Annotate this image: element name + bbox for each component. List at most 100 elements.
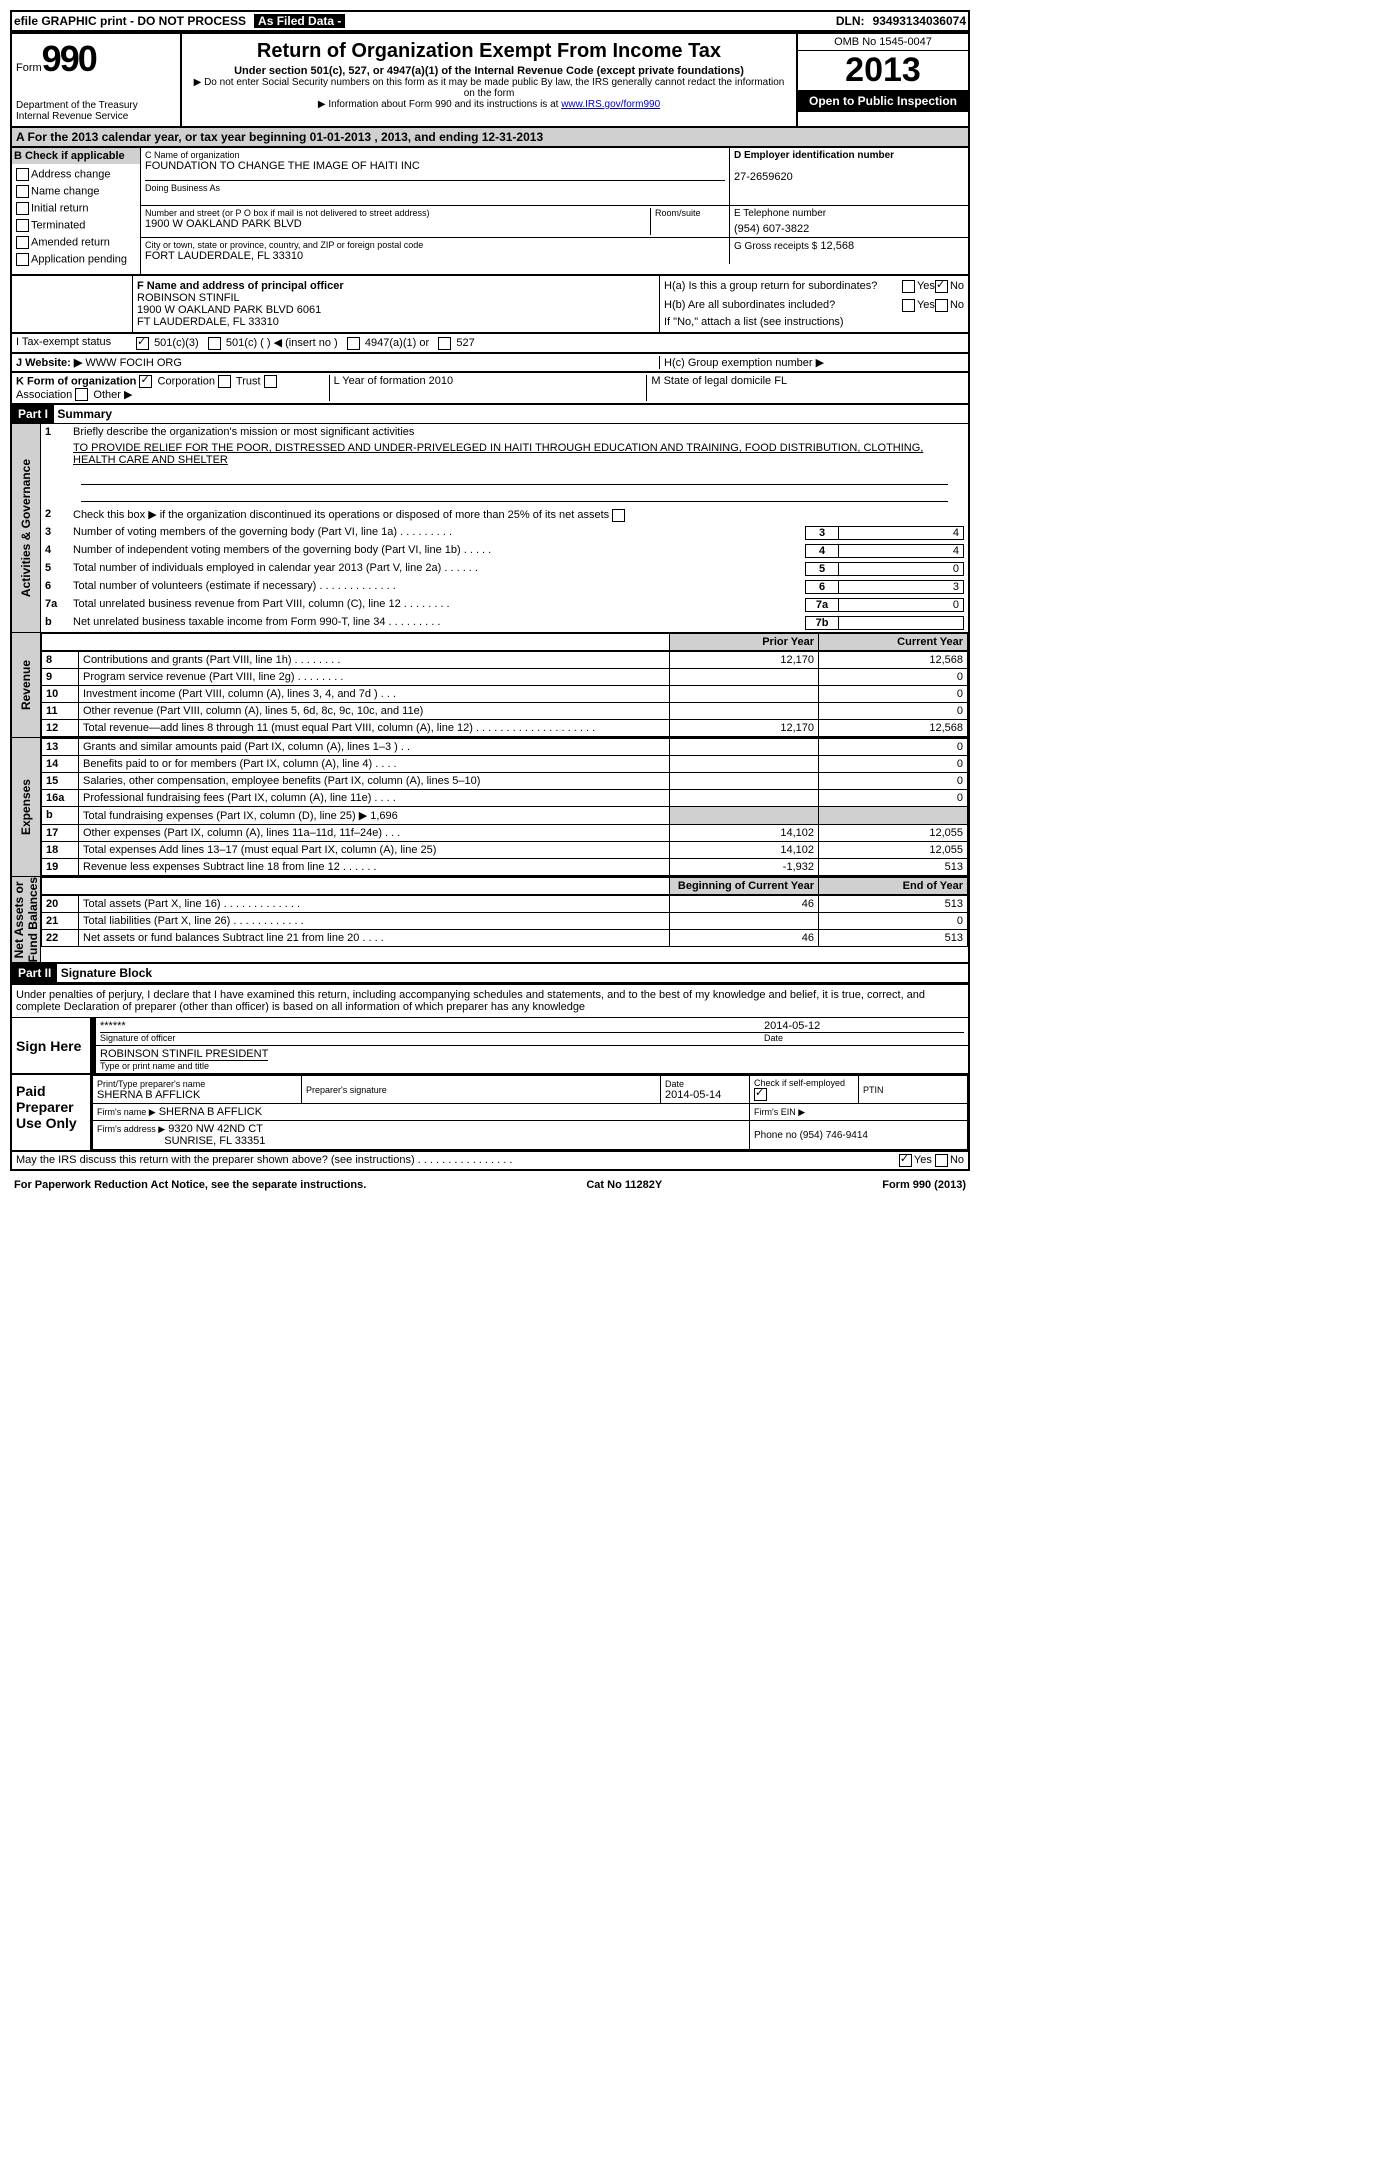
- addr-value: 1900 W OAKLAND PARK BLVD: [145, 218, 650, 230]
- hb-yes-check[interactable]: [902, 299, 915, 312]
- check-initial[interactable]: Initial return: [16, 202, 136, 215]
- check-pending[interactable]: Application pending: [16, 253, 136, 266]
- check-terminated[interactable]: Terminated: [16, 219, 136, 232]
- prep-sig-label: Preparer's signature: [306, 1085, 656, 1095]
- part2-label: Part II: [12, 964, 57, 982]
- table-row: 11Other revenue (Part VIII, column (A), …: [42, 702, 968, 719]
- line4-val: 4: [838, 544, 964, 558]
- form-subtitle1: Under section 501(c), 527, or 4947(a)(1)…: [190, 65, 788, 77]
- check-other[interactable]: [75, 388, 88, 401]
- irs-label: Internal Revenue Service: [16, 111, 176, 122]
- dba-label: Doing Business As: [145, 180, 725, 193]
- table-row: 9Program service revenue (Part VIII, lin…: [42, 668, 968, 685]
- check-name[interactable]: Name change: [16, 185, 136, 198]
- city-cell: City or town, state or province, country…: [141, 238, 729, 264]
- firm-addr2: SUNRISE, FL 33351: [164, 1135, 265, 1147]
- part-2: Part II Signature Block: [10, 964, 970, 985]
- address-cell: Number and street (or P O box if mail is…: [141, 206, 729, 237]
- part2-title: Signature Block: [61, 966, 152, 980]
- hb-no-check[interactable]: [935, 299, 948, 312]
- check-4947[interactable]: [347, 337, 360, 350]
- declaration-text: Under penalties of perjury, I declare th…: [12, 985, 968, 1017]
- label-expenses: Expenses: [12, 738, 41, 876]
- form-word: Form: [16, 62, 42, 74]
- check-assoc[interactable]: [264, 375, 277, 388]
- row-i-taxexempt: I Tax-exempt status 501(c)(3) 501(c) ( )…: [10, 334, 970, 354]
- form-subtitle3: ▶ Information about Form 990 and its ins…: [318, 99, 561, 110]
- paperwork-notice: For Paperwork Reduction Act Notice, see …: [14, 1179, 366, 1191]
- check-501c3[interactable]: [136, 337, 149, 350]
- k-label: K Form of organization: [16, 375, 136, 387]
- efile-header: efile GRAPHIC print - DO NOT PROCESS As …: [10, 10, 970, 32]
- preparer-name: SHERNA B AFFLICK: [97, 1089, 297, 1101]
- firm-addr1: 9320 NW 42ND CT: [168, 1123, 263, 1135]
- end-year-header: End of Year: [819, 877, 968, 894]
- self-employed-check[interactable]: [754, 1088, 767, 1101]
- table-row: 21Total liabilities (Part X, line 26) . …: [42, 912, 968, 929]
- check-amended[interactable]: Amended return: [16, 236, 136, 249]
- ptin-label: PTIN: [859, 1076, 968, 1104]
- begin-year-header: Beginning of Current Year: [670, 877, 819, 894]
- org-name-cell: C Name of organization FOUNDATION TO CHA…: [141, 148, 729, 205]
- addr-label: Number and street (or P O box if mail is…: [145, 208, 650, 218]
- gross-value: 12,568: [820, 240, 854, 252]
- discuss-no-check[interactable]: [935, 1154, 948, 1167]
- check-527[interactable]: [438, 337, 451, 350]
- table-row: 19Revenue less expenses Subtract line 18…: [42, 858, 968, 875]
- row-a-period: A For the 2013 calendar year, or tax yea…: [10, 128, 970, 148]
- asfiled-label: As Filed Data -: [254, 14, 345, 28]
- self-employed-cell: Check if self-employed: [750, 1076, 859, 1104]
- org-name: FOUNDATION TO CHANGE THE IMAGE OF HAITI …: [145, 160, 725, 172]
- sign-here-label: Sign Here: [12, 1018, 92, 1073]
- firm-ein-label: Firm's EIN ▶: [750, 1104, 968, 1121]
- ein-value: 27-2659620: [734, 171, 964, 183]
- name-label: Type or print name and title: [100, 1060, 268, 1071]
- check-corp[interactable]: [139, 375, 152, 388]
- line3-desc: Number of voting members of the governin…: [73, 526, 801, 540]
- revenue-table: Prior YearCurrent Year: [41, 633, 968, 651]
- org-name-label: C Name of organization: [145, 150, 725, 160]
- l-year: L Year of formation 2010: [329, 375, 647, 402]
- table-row: 18Total expenses Add lines 13–17 (must e…: [42, 841, 968, 858]
- current-year-header: Current Year: [819, 633, 968, 650]
- gross-label: G Gross receipts $: [734, 241, 817, 252]
- table-row: 15Salaries, other compensation, employee…: [42, 772, 968, 789]
- firm-name: SHERNA B AFFLICK: [159, 1106, 262, 1118]
- ha-no-check[interactable]: [935, 280, 948, 293]
- line6-val: 3: [838, 580, 964, 594]
- label-activities-governance: Activities & Governance: [12, 424, 41, 632]
- h-note: If "No," attach a list (see instructions…: [664, 316, 964, 328]
- irs-link[interactable]: www.IRS.gov/form990: [561, 99, 660, 110]
- efile-label: efile GRAPHIC print - DO NOT PROCESS: [14, 14, 246, 28]
- line2-check[interactable]: [612, 509, 625, 522]
- j-label: J Website: ▶: [16, 357, 82, 369]
- officer-cell: F Name and address of principal officer …: [133, 276, 659, 332]
- line7a-desc: Total unrelated business revenue from Pa…: [73, 598, 801, 612]
- telephone-cell: E Telephone number (954) 607-3822: [729, 206, 968, 237]
- check-address[interactable]: Address change: [16, 168, 136, 181]
- paid-preparer-label: Paid Preparer Use Only: [12, 1075, 92, 1150]
- discuss-yes-check[interactable]: [899, 1154, 912, 1167]
- tax-year: 2013: [798, 51, 968, 90]
- dln-value: 93493134036074: [873, 14, 966, 28]
- ha-yes-check[interactable]: [902, 280, 915, 293]
- check-501c[interactable]: [208, 337, 221, 350]
- line5-val: 0: [838, 562, 964, 576]
- table-row: 14Benefits paid to or for members (Part …: [42, 755, 968, 772]
- cat-no: Cat No 11282Y: [586, 1179, 662, 1191]
- line3-val: 4: [838, 526, 964, 540]
- check-trust[interactable]: [218, 375, 231, 388]
- tel-label: E Telephone number: [734, 208, 964, 219]
- ha-label: H(a) Is this a group return for subordin…: [664, 280, 902, 293]
- table-row: 12Total revenue—add lines 8 through 11 (…: [42, 719, 968, 736]
- form-subtitle2: ▶ Do not enter Social Security numbers o…: [190, 77, 788, 99]
- i-label: I Tax-exempt status: [16, 336, 136, 350]
- col-b-header: B Check if applicable: [12, 148, 140, 164]
- signature-block: Under penalties of perjury, I declare th…: [10, 985, 970, 1152]
- table-row: 16aProfessional fundraising fees (Part I…: [42, 789, 968, 806]
- prior-year-header: Prior Year: [670, 633, 819, 650]
- line4-desc: Number of independent voting members of …: [73, 544, 801, 558]
- table-row: 10Investment income (Part VIII, column (…: [42, 685, 968, 702]
- group-return-cell: H(a) Is this a group return for subordin…: [659, 276, 968, 332]
- room-label: Room/suite: [650, 208, 725, 235]
